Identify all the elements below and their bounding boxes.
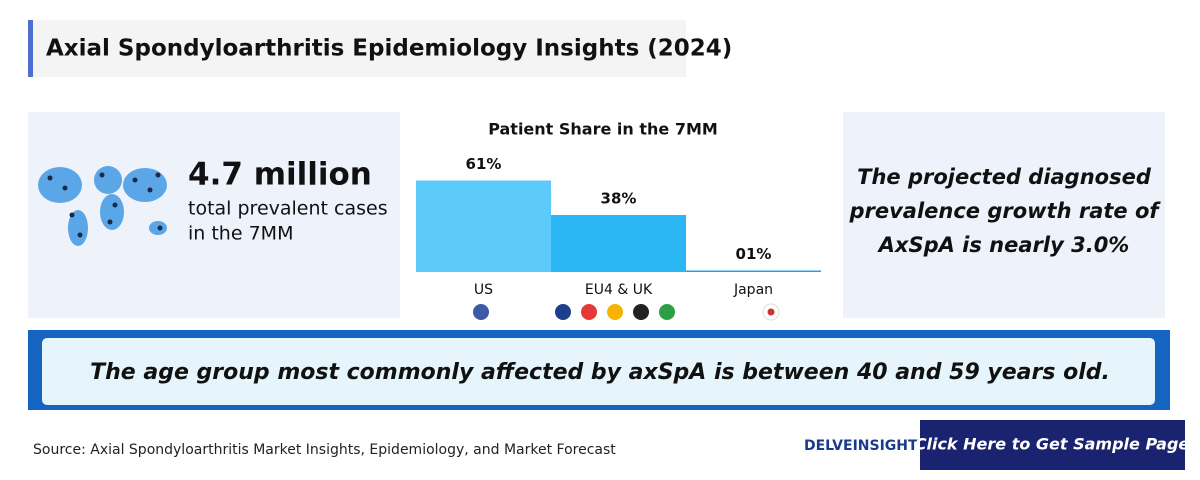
bar-chart: 61% US 38% EU4 & UK 01% Japan — [416, 155, 821, 298]
button-bg[interactable] — [920, 420, 1185, 470]
stat-label: in the 7MM — [188, 223, 293, 245]
sample-button[interactable]: Click Here to Get Sample Page — [915, 420, 1190, 470]
value-label: 38% — [601, 190, 637, 208]
bar — [686, 270, 821, 272]
logo: DELVEINSIGHT — [804, 438, 918, 454]
x-tick-label: Japan — [733, 282, 773, 298]
stat-label: total prevalent cases — [188, 198, 388, 220]
value-label: 01% — [736, 245, 772, 263]
flags — [473, 303, 780, 321]
stat-panel — [28, 112, 400, 318]
map-pins — [47, 172, 163, 238]
source: Source: Axial Spondyloarthritis Market I… — [33, 442, 616, 458]
growth-note: AxSpA is nearly 3.0% — [877, 233, 1130, 257]
banner-inner — [42, 338, 1155, 405]
growth-note: prevalence growth rate of — [848, 199, 1161, 223]
button-label[interactable]: Click Here to Get Sample Page — [915, 435, 1190, 454]
page-title: Axial Spondyloarthritis Epidemiology Ins… — [46, 36, 732, 62]
growth-note: The projected diagnosed — [857, 165, 1152, 189]
x-tick-label: US — [474, 282, 493, 298]
banner-text: The age group most commonly affected by … — [90, 360, 1110, 385]
title-accent — [28, 20, 33, 77]
growth-panel — [843, 112, 1165, 318]
value-label: 61% — [466, 155, 502, 173]
chart-title: Patient Share in the 7MM — [488, 120, 718, 139]
title-box — [28, 20, 686, 77]
bar — [551, 215, 686, 272]
x-tick-label: EU4 & UK — [585, 282, 653, 298]
bar — [416, 180, 551, 272]
stat-value: 4.7 million — [188, 157, 372, 193]
